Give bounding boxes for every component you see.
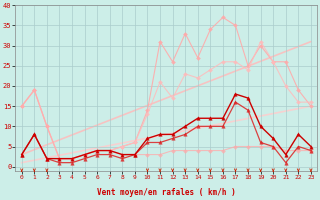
X-axis label: Vent moyen/en rafales ( km/h ): Vent moyen/en rafales ( km/h ) — [97, 188, 236, 197]
